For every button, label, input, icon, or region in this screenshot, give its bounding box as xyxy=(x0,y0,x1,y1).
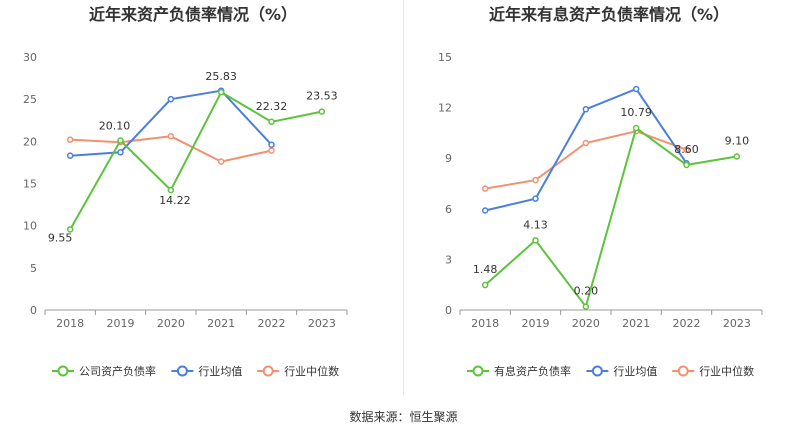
chart-title: 近年来资产负债率情况（%） xyxy=(89,5,297,24)
y-tick-label: 3 xyxy=(445,253,452,266)
y-tick-label: 0 xyxy=(445,304,452,317)
data-label: 9.55 xyxy=(48,231,73,244)
data-point xyxy=(217,158,225,165)
x-tick-label: 2022 xyxy=(258,317,286,330)
data-point xyxy=(532,176,539,184)
data-point xyxy=(733,153,741,160)
series-line-0 xyxy=(484,126,737,309)
x-tick-label: 2022 xyxy=(673,317,701,330)
data-point xyxy=(66,226,74,233)
data-label: 8.60 xyxy=(674,143,699,156)
legend-swatch-marker xyxy=(176,365,188,377)
data-point xyxy=(268,147,275,154)
legend-label: 行业均值 xyxy=(198,365,242,378)
data-point xyxy=(582,303,590,310)
data-label: 4.13 xyxy=(523,218,548,231)
x-tick-label: 2019 xyxy=(107,317,135,330)
data-point xyxy=(582,106,590,113)
chart-interest-debt-ratio: 近年来有息资产负债率情况（%） 0 3 6 9 12 15 2018 2019 2020 2021 2… xyxy=(438,5,763,378)
legend-label: 有息资产负债率 xyxy=(494,364,571,378)
data-point xyxy=(582,139,590,147)
x-tick-label: 2021 xyxy=(622,317,650,330)
data-point xyxy=(268,141,275,148)
y-tick-label: 30 xyxy=(23,51,37,64)
series-line-2 xyxy=(70,135,272,163)
legend-label: 行业均值 xyxy=(613,365,657,378)
y-tick-label: 12 xyxy=(438,102,452,115)
legend-swatch-marker xyxy=(262,365,274,377)
legend-swatch-marker xyxy=(57,365,69,377)
data-point xyxy=(66,136,74,143)
data-point xyxy=(167,133,175,140)
data-point xyxy=(268,118,275,126)
y-tick-label: 9 xyxy=(445,152,452,165)
data-point xyxy=(481,185,489,192)
x-tick-label: 2018 xyxy=(471,317,499,330)
data-point xyxy=(683,146,690,154)
data-point xyxy=(217,88,225,96)
data-point xyxy=(683,161,690,169)
x-tick-label: 2021 xyxy=(207,317,235,330)
data-point xyxy=(318,108,326,115)
data-point xyxy=(117,149,124,156)
y-tick-label: 20 xyxy=(23,135,37,148)
source-note: 数据来源：恒生聚源 xyxy=(349,410,458,424)
series-line-0 xyxy=(69,90,322,230)
data-point xyxy=(66,152,74,159)
data-label: 23.53 xyxy=(306,90,338,103)
x-tick-label: 2019 xyxy=(522,317,550,330)
data-label: 14.22 xyxy=(159,194,191,207)
panel-divider xyxy=(403,0,404,395)
legend-swatch-marker xyxy=(677,365,689,377)
y-tick-label: 25 xyxy=(23,93,37,106)
data-point xyxy=(532,195,539,202)
legend-label: 行业中位数 xyxy=(284,364,339,378)
y-tick-label: 10 xyxy=(23,220,37,233)
y-tick-label: 6 xyxy=(445,203,452,216)
data-point xyxy=(481,281,489,289)
x-tick-label: 2018 xyxy=(56,317,84,330)
x-tick-label: 2023 xyxy=(308,317,336,330)
x-tick-label: 2023 xyxy=(723,317,751,330)
legend-swatch-marker xyxy=(472,365,484,377)
x-tick-label: 2020 xyxy=(572,317,600,330)
chart-title: 近年来有息资产负债率情况（%） xyxy=(489,5,729,24)
data-point xyxy=(167,186,175,194)
legend-label: 公司资产负债率 xyxy=(79,364,156,378)
data-label: 20.10 xyxy=(99,119,131,132)
data-point xyxy=(481,207,489,214)
data-label: 22.32 xyxy=(256,100,288,113)
data-label: 9.10 xyxy=(725,135,750,148)
data-label: 1.48 xyxy=(473,263,498,276)
y-tick-label: 5 xyxy=(30,262,37,275)
data-point xyxy=(632,124,640,132)
y-tick-label: 0 xyxy=(30,304,37,317)
data-point xyxy=(117,137,124,144)
data-label: 25.83 xyxy=(205,70,237,83)
chart-debt-ratio: 近年来资产负债率情况（%） 0 5 10 15 20 25 30 2018 2019 2020 202… xyxy=(23,5,348,378)
data-label: 0.20 xyxy=(574,285,599,298)
data-point xyxy=(532,237,539,244)
data-point xyxy=(167,95,175,103)
data-point xyxy=(632,85,640,93)
x-tick-label: 2020 xyxy=(157,317,185,330)
legend-swatch-marker xyxy=(591,365,603,377)
data-label: 10.79 xyxy=(620,106,652,119)
y-tick-label: 15 xyxy=(438,51,452,64)
y-tick-label: 15 xyxy=(23,178,37,191)
legend-label: 行业中位数 xyxy=(699,364,754,378)
